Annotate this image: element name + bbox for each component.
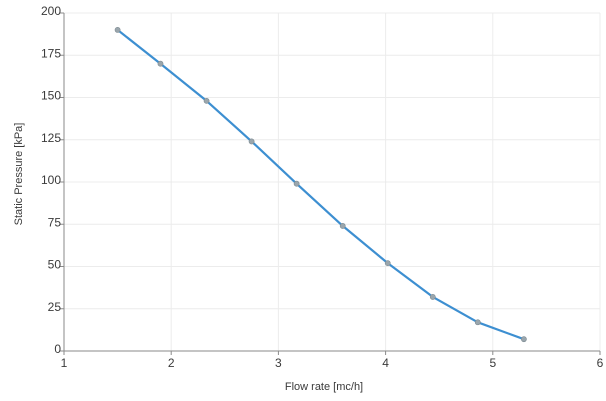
data-point [248, 138, 255, 145]
data-point [339, 223, 346, 229]
data-point [520, 336, 527, 343]
data-point [157, 60, 164, 67]
x-axis-label: Flow rate [mc/h] [285, 381, 363, 393]
data-point [429, 294, 436, 300]
y-tick-label: 125 [41, 131, 61, 145]
x-tick-label: 2 [168, 356, 175, 370]
y-tick-label: 200 [41, 4, 61, 18]
y-tick-label: 175 [41, 46, 61, 60]
y-tick-label: 50 [48, 258, 62, 272]
data-point [384, 260, 391, 267]
y-ticks: 0 25 50 75 100 125 150 175 200 [41, 4, 64, 356]
x-tick-label: 1 [61, 356, 68, 370]
y-tick-label: 150 [41, 89, 61, 103]
y-axis-label: Static Pressure [kPa] [13, 123, 25, 226]
x-tick-label: 5 [489, 356, 496, 370]
y-tick-label: 75 [48, 215, 62, 229]
x-tick-label: 4 [382, 356, 389, 370]
y-tick-label: 0 [54, 342, 61, 356]
x-tick-label: 3 [275, 356, 282, 370]
x-tick-label: 6 [597, 356, 604, 370]
data-point [114, 26, 121, 33]
y-tick-label: 100 [41, 173, 61, 187]
data-point [474, 319, 481, 326]
y-tick-label: 25 [48, 300, 62, 314]
series-line [116, 28, 525, 341]
x-ticks: 1 2 3 4 5 6 [61, 351, 604, 370]
data-point [203, 97, 210, 104]
grid [64, 12, 601, 351]
data-point [293, 180, 300, 187]
series [114, 26, 527, 343]
